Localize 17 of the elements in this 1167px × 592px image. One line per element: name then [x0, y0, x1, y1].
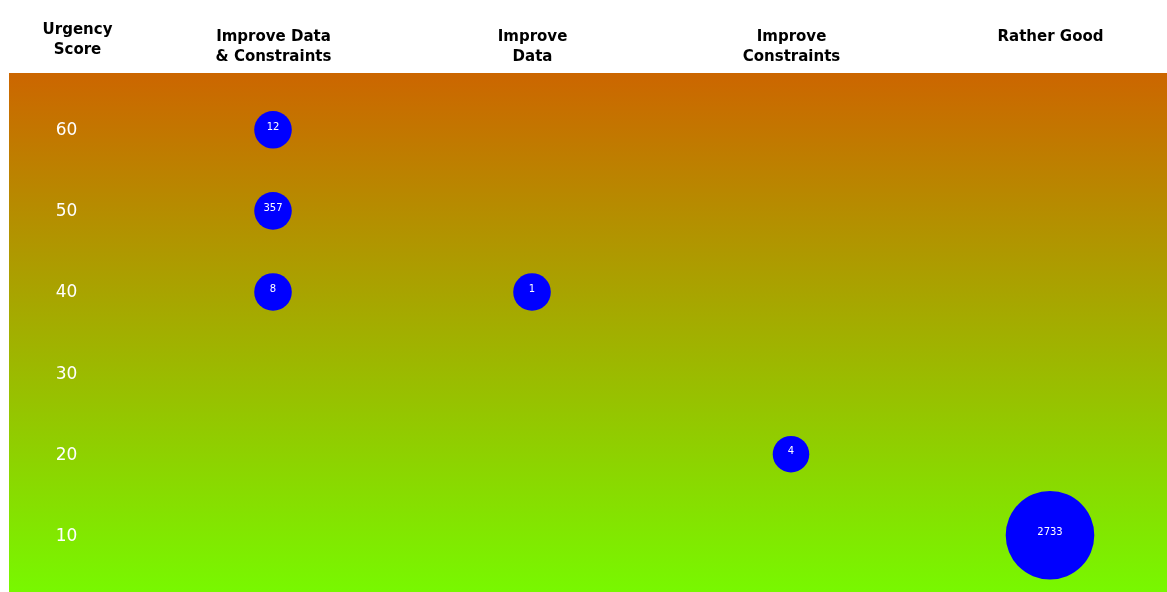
annotation: 2733 [1037, 526, 1063, 538]
x-tick-label: Improve Constraints [742, 26, 841, 65]
y-axis-title: Urgency Score [42, 19, 113, 58]
y-tick-label: 10 [55, 524, 78, 545]
x-tick-label: Improve Data [497, 26, 568, 65]
x-tick-label: Improve Data & Constraints [215, 26, 332, 65]
annotation: 1 [528, 282, 536, 294]
annotation: 8 [269, 282, 277, 294]
y-tick-label: 40 [55, 281, 78, 302]
annotation: 12 [266, 120, 280, 132]
annotation: 4 [787, 445, 795, 457]
y-tick-label: 50 [55, 200, 78, 221]
annotation: 357 [263, 201, 283, 213]
y-tick-label: 60 [55, 119, 78, 140]
y-tick-label: 20 [55, 443, 78, 464]
y-tick-label: 30 [55, 362, 78, 383]
x-tick-label: Rather Good [997, 26, 1104, 45]
